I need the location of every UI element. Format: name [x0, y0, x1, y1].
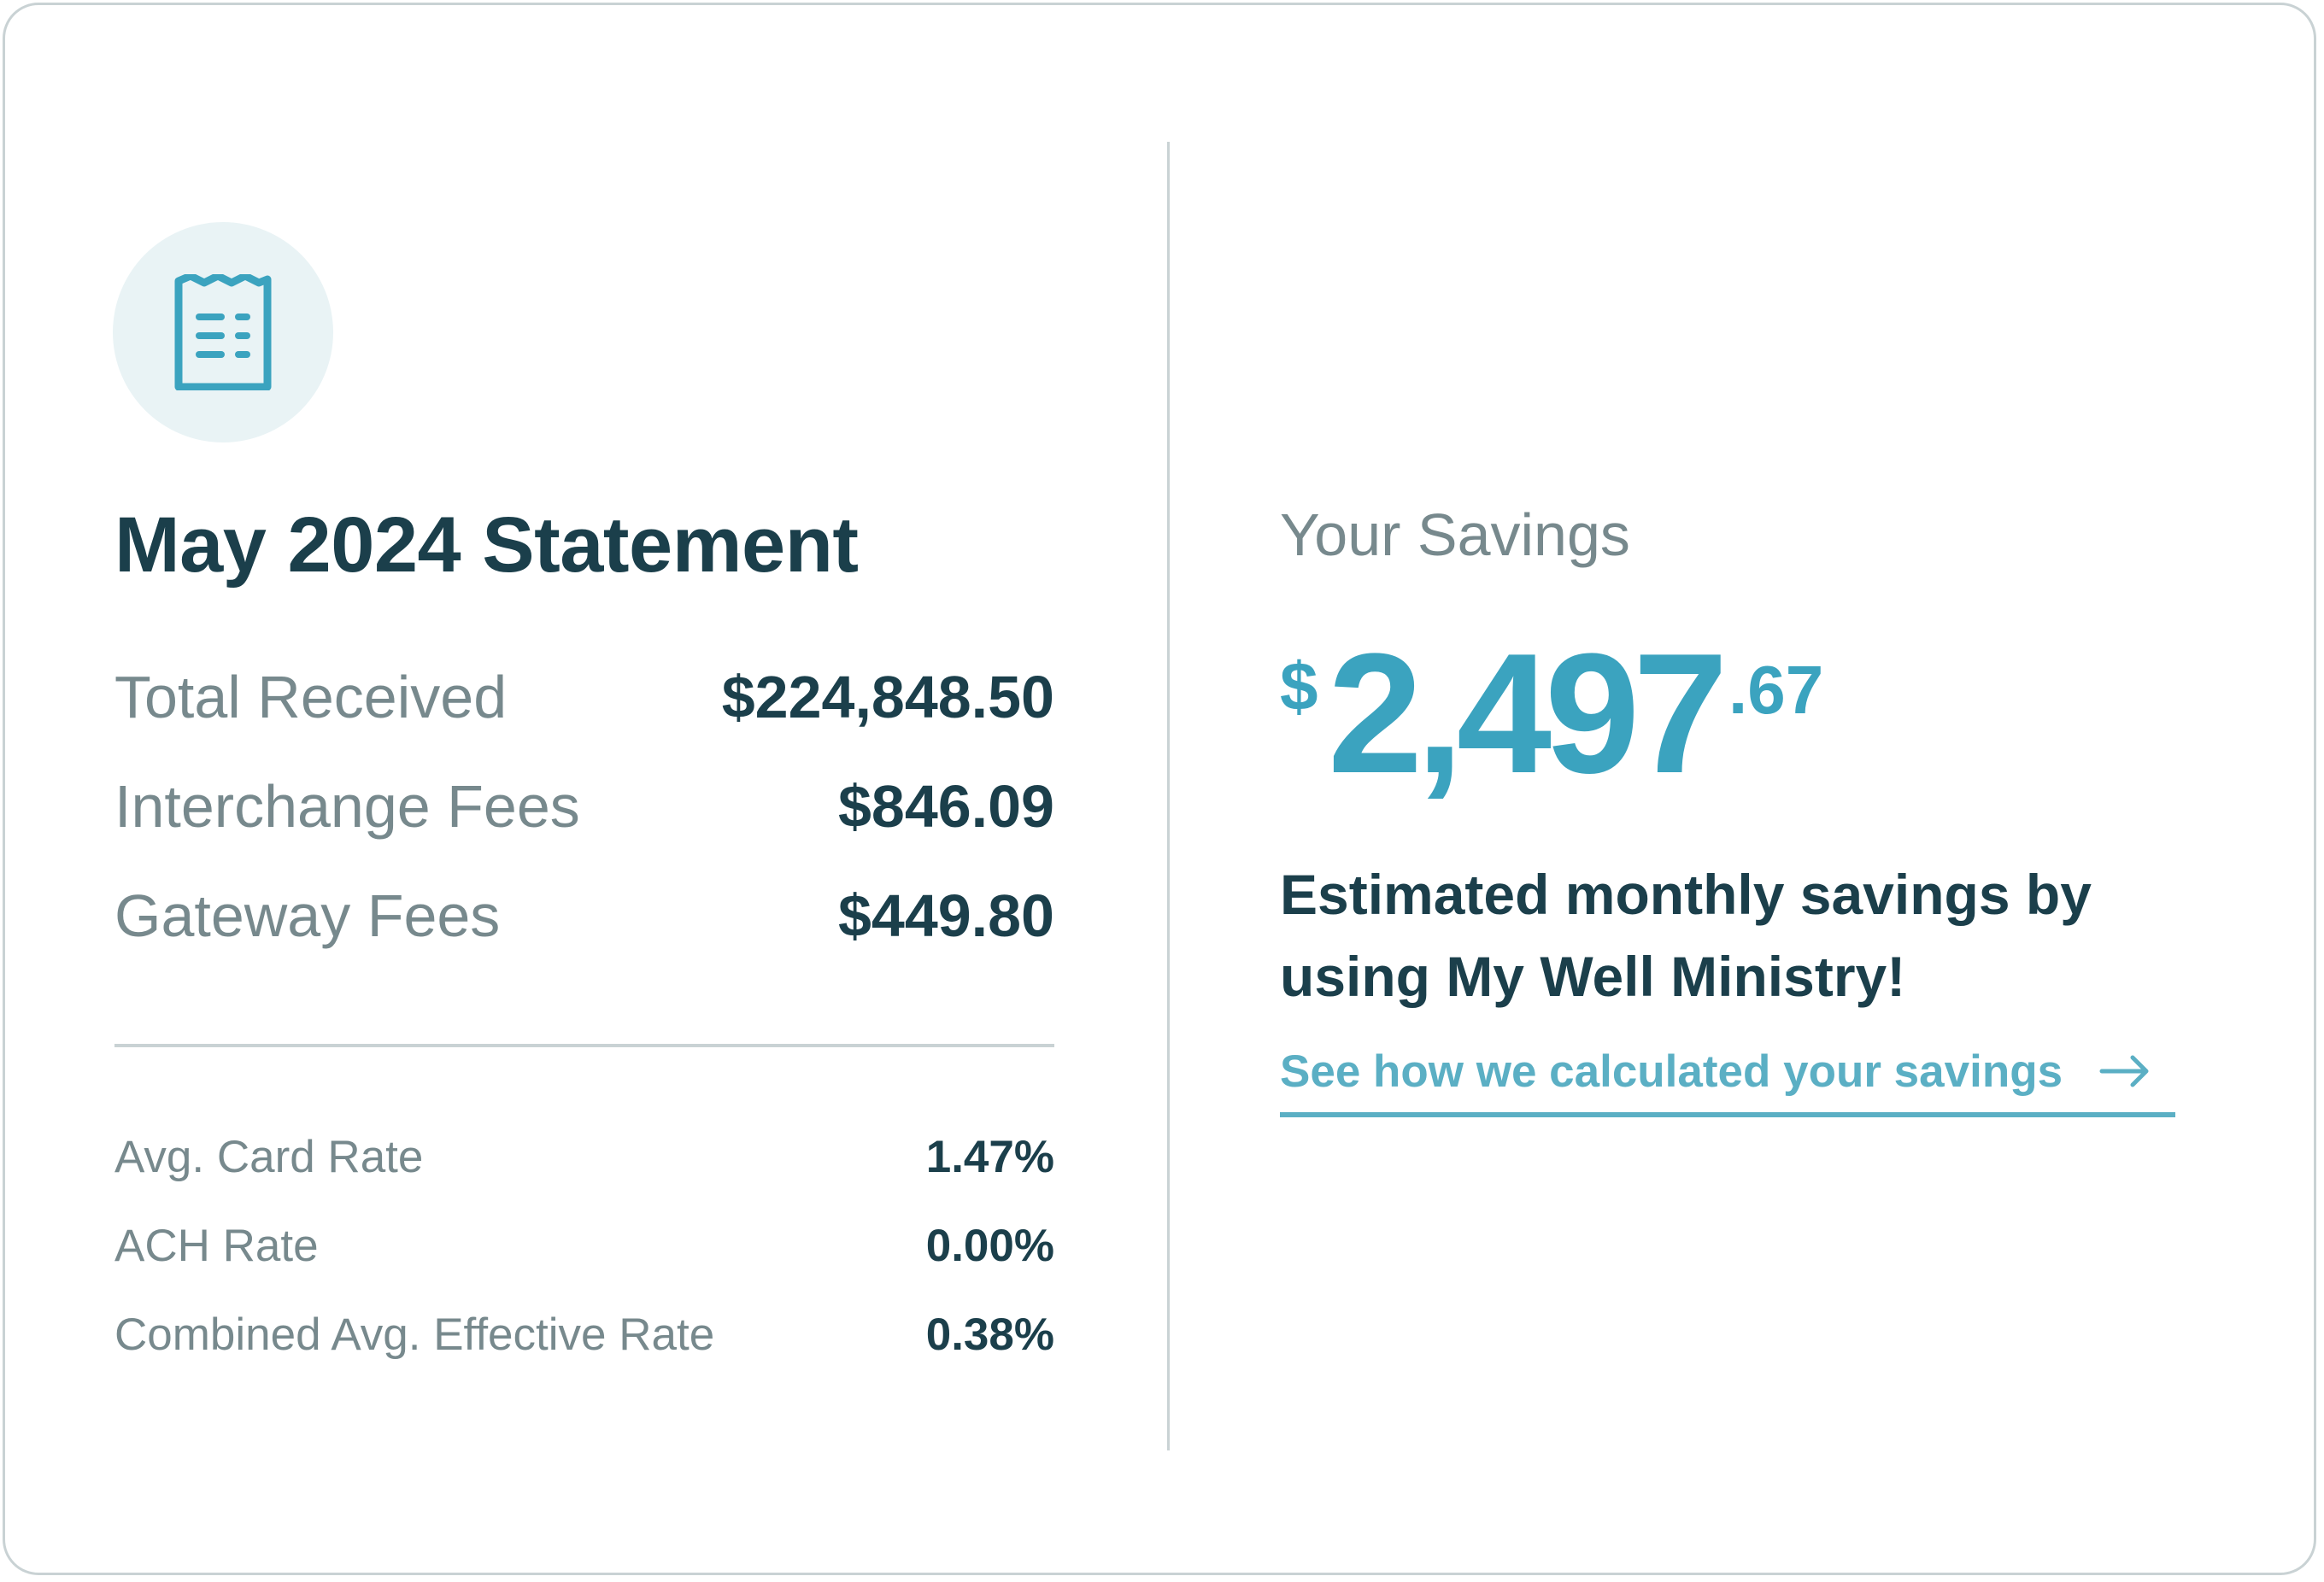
statement-card: May 2024 Statement Total Received $224,8… [3, 3, 2316, 1575]
rate-value: 1.47% [925, 1132, 1054, 1182]
summary-label: Interchange Fees [114, 773, 580, 840]
receipt-icon-badge [113, 222, 333, 442]
summary-row-interchange-fees: Interchange Fees $846.09 [114, 772, 1054, 841]
savings-calculation-link[interactable]: See how we calculated your savings [1280, 1046, 2175, 1117]
arrow-right-icon [2099, 1055, 2149, 1087]
rate-label: ACH Rate [114, 1221, 319, 1271]
summary-value: $224,848.50 [721, 664, 1054, 730]
rate-value: 0.38% [925, 1310, 1054, 1360]
rate-row-avg-card-rate: Avg. Card Rate 1.47% [114, 1131, 1054, 1183]
statement-title: May 2024 Statement [114, 501, 859, 589]
rate-row-combined-effective-rate: Combined Avg. Effective Rate 0.38% [114, 1309, 1054, 1361]
summary-label: Total Received [114, 664, 508, 730]
column-divider [1167, 142, 1170, 1450]
savings-currency: $ [1280, 648, 1318, 724]
summary-row-total-received: Total Received $224,848.50 [114, 663, 1054, 731]
summary-value: $846.09 [837, 773, 1054, 840]
section-divider [114, 1044, 1054, 1047]
savings-heading: Your Savings [1280, 501, 1630, 568]
savings-amount-cents: .67 [1728, 652, 1824, 728]
rate-row-ach-rate: ACH Rate 0.00% [114, 1220, 1054, 1272]
savings-calculation-link-label: See how we calculated your savings [1280, 1046, 2063, 1097]
summary-row-gateway-fees: Gateway Fees $449.80 [114, 882, 1054, 950]
savings-amount-whole: 2,497 [1328, 618, 1728, 809]
summary-value: $449.80 [837, 882, 1054, 949]
receipt-icon [174, 274, 272, 390]
savings-description: Estimated monthly savings by using My We… [1280, 863, 2092, 1008]
summary-label: Gateway Fees [114, 882, 501, 949]
rate-value: 0.00% [925, 1221, 1054, 1271]
rate-label: Avg. Card Rate [114, 1132, 424, 1182]
rate-label: Combined Avg. Effective Rate [114, 1310, 715, 1360]
